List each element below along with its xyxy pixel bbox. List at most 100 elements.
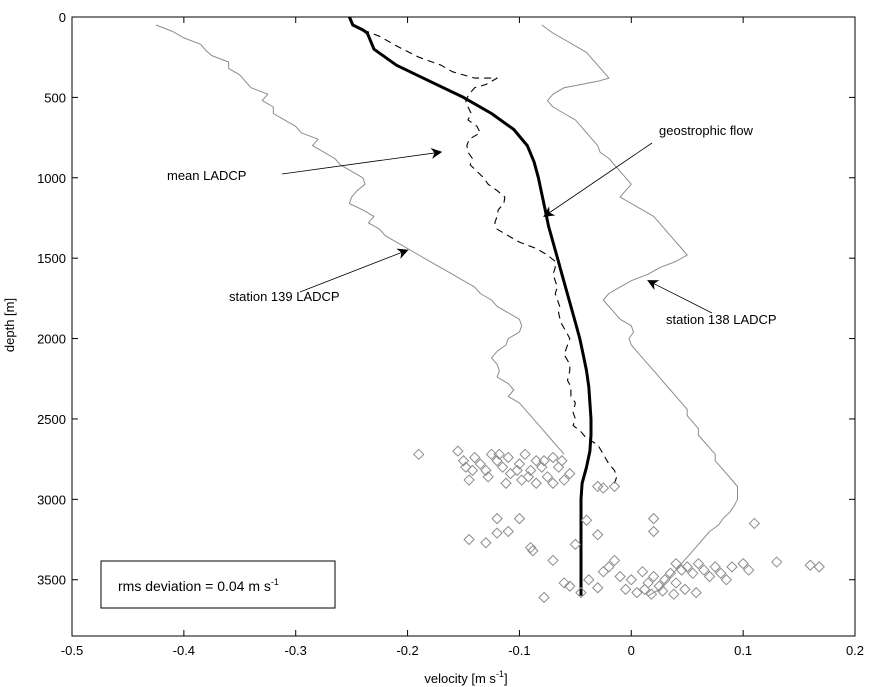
ticks-layer: -0.5 -0.4 -0.3 -0.2 -0.1 0 0.1 0.2 0 500 1000 1500 2…: [37, 10, 864, 658]
scatter-point: [597, 482, 610, 494]
scatter-point: [515, 474, 528, 486]
rms-legend-box: rms deviation = 0.04 m s-1: [100, 560, 336, 609]
annotation-layer: geostrophic flow mean LADCP station 139 LA…: [167, 123, 777, 327]
scatter-point: [597, 565, 610, 578]
x-tick-label: -0.5: [61, 643, 83, 658]
x-tick-label: -0.3: [285, 643, 307, 658]
scatter-point: [698, 564, 710, 576]
scatter-point: [511, 464, 523, 477]
scatter-point: [770, 556, 783, 568]
x-axis-label-main: velocity [m s: [424, 671, 496, 686]
scatter-point: [619, 583, 632, 596]
x-tick-label: -0.4: [173, 643, 195, 658]
scatter-point: [547, 554, 559, 567]
y-tick-label: 1000: [37, 171, 66, 186]
scatter-point: [413, 448, 425, 461]
scatter-point: [530, 455, 542, 467]
scatter-point: [569, 538, 582, 551]
scatter-point: [659, 574, 671, 586]
scatter-point: [670, 577, 682, 589]
scatter-point: [592, 529, 604, 541]
scatter-point: [513, 512, 526, 525]
scatter-point: [614, 570, 626, 583]
scatter-point: [580, 514, 593, 526]
scatter-point: [468, 451, 481, 464]
scatter-point: [530, 477, 542, 489]
scatter-point: [603, 561, 615, 573]
scatter-point: [524, 464, 537, 477]
series-mean-ladcp: [351, 24, 618, 484]
scatter-point: [737, 557, 749, 570]
scatter-point: [608, 554, 621, 567]
scatter-point: [558, 577, 570, 589]
scatter-point: [726, 561, 738, 573]
y-tick-label: 500: [44, 90, 66, 105]
annotation-mean-ladcp: mean LADCP: [167, 168, 246, 183]
scatter-point: [504, 467, 517, 480]
annotation-station-139-ladcp: station 139 LADCP: [229, 289, 340, 304]
scatter-point: [524, 541, 537, 554]
series-layer: [155, 16, 738, 597]
scatter-point: [513, 458, 526, 470]
scatter-point: [457, 455, 470, 467]
scatter-point: [625, 574, 637, 586]
scatter-point: [583, 574, 595, 586]
scatter-point: [664, 567, 677, 580]
y-axis-label: depth [m]: [2, 298, 17, 352]
svg-text:rms deviation = 0.04 m s-1: rms deviation = 0.04 m s-1: [118, 577, 279, 594]
x-axis-label-sup: -1: [496, 669, 504, 679]
scatter-point: [679, 583, 691, 596]
annotation-arrow-geostrophic-flow: [543, 142, 653, 217]
annotation-station-138-ladcp: station 138 LADCP: [666, 312, 777, 327]
scatter-point: [692, 557, 705, 570]
scatter-point: [647, 570, 660, 583]
rms-text-sup: -1: [271, 577, 279, 587]
scatter-point: [493, 448, 506, 461]
scatter-point: [564, 467, 576, 480]
scatter-point: [527, 545, 539, 557]
scatter-layer: [413, 445, 825, 604]
series-station-139-ladcp: [155, 24, 565, 455]
x-tick-label: 0.2: [846, 643, 864, 658]
scatter-point: [687, 567, 699, 580]
scatter-point: [519, 448, 531, 461]
scatter-point: [452, 445, 464, 457]
scatter-point: [538, 455, 550, 467]
x-tick-label: 0.1: [734, 643, 752, 658]
scatter-point: [491, 512, 503, 525]
scatter-point: [675, 564, 688, 576]
plot-frame: [71, 16, 856, 637]
scatter-point: [709, 561, 721, 573]
x-axis-label: velocity [m s-1]: [424, 669, 507, 686]
scatter-point: [463, 474, 475, 486]
scatter-point: [485, 448, 498, 461]
scatter-point: [547, 451, 559, 464]
scatter-point: [681, 561, 693, 573]
x-tick-label: -0.1: [508, 643, 530, 658]
scatter-point: [656, 585, 669, 597]
scatter-point: [502, 451, 514, 464]
scatter-point: [500, 477, 512, 489]
scatter-point: [466, 464, 479, 477]
annotation-arrow-station-138-ladcp: [647, 280, 713, 314]
scatter-point: [547, 477, 559, 489]
scatter-point: [491, 455, 503, 467]
y-tick-label: 3500: [37, 573, 66, 588]
scatter-point: [592, 480, 604, 493]
scatter-point: [748, 517, 761, 530]
scatter-point: [536, 461, 548, 473]
scatter-point: [631, 586, 643, 599]
scatter-point: [592, 582, 604, 594]
annotation-arrow-station-139-ladcp: [299, 248, 409, 293]
scatter-point: [636, 565, 649, 578]
scatter-point: [564, 580, 576, 592]
y-tick-label: 3000: [37, 492, 66, 507]
scatter-point: [541, 471, 554, 483]
y-tick-label: 1500: [37, 251, 66, 266]
scatter-point: [668, 588, 680, 600]
scatter-point: [474, 458, 486, 470]
y-tick-label: 2000: [37, 332, 66, 347]
scatter-point: [480, 537, 492, 549]
scatter-point: [653, 580, 665, 592]
